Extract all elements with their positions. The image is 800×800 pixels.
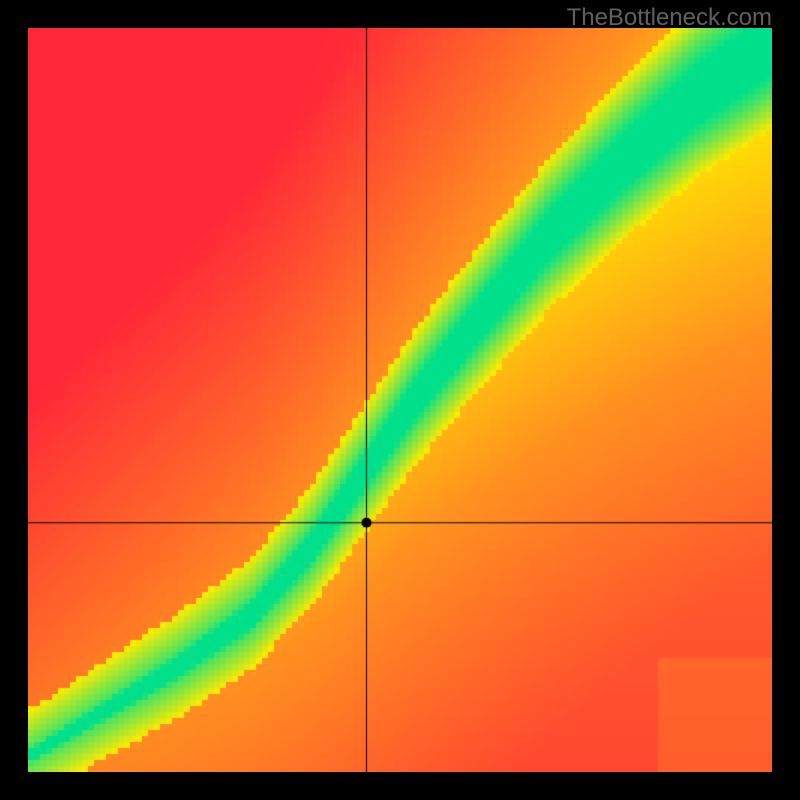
- bottleneck-heatmap: [28, 28, 772, 772]
- watermark-text: TheBottleneck.com: [567, 4, 772, 32]
- chart-container: [28, 28, 772, 772]
